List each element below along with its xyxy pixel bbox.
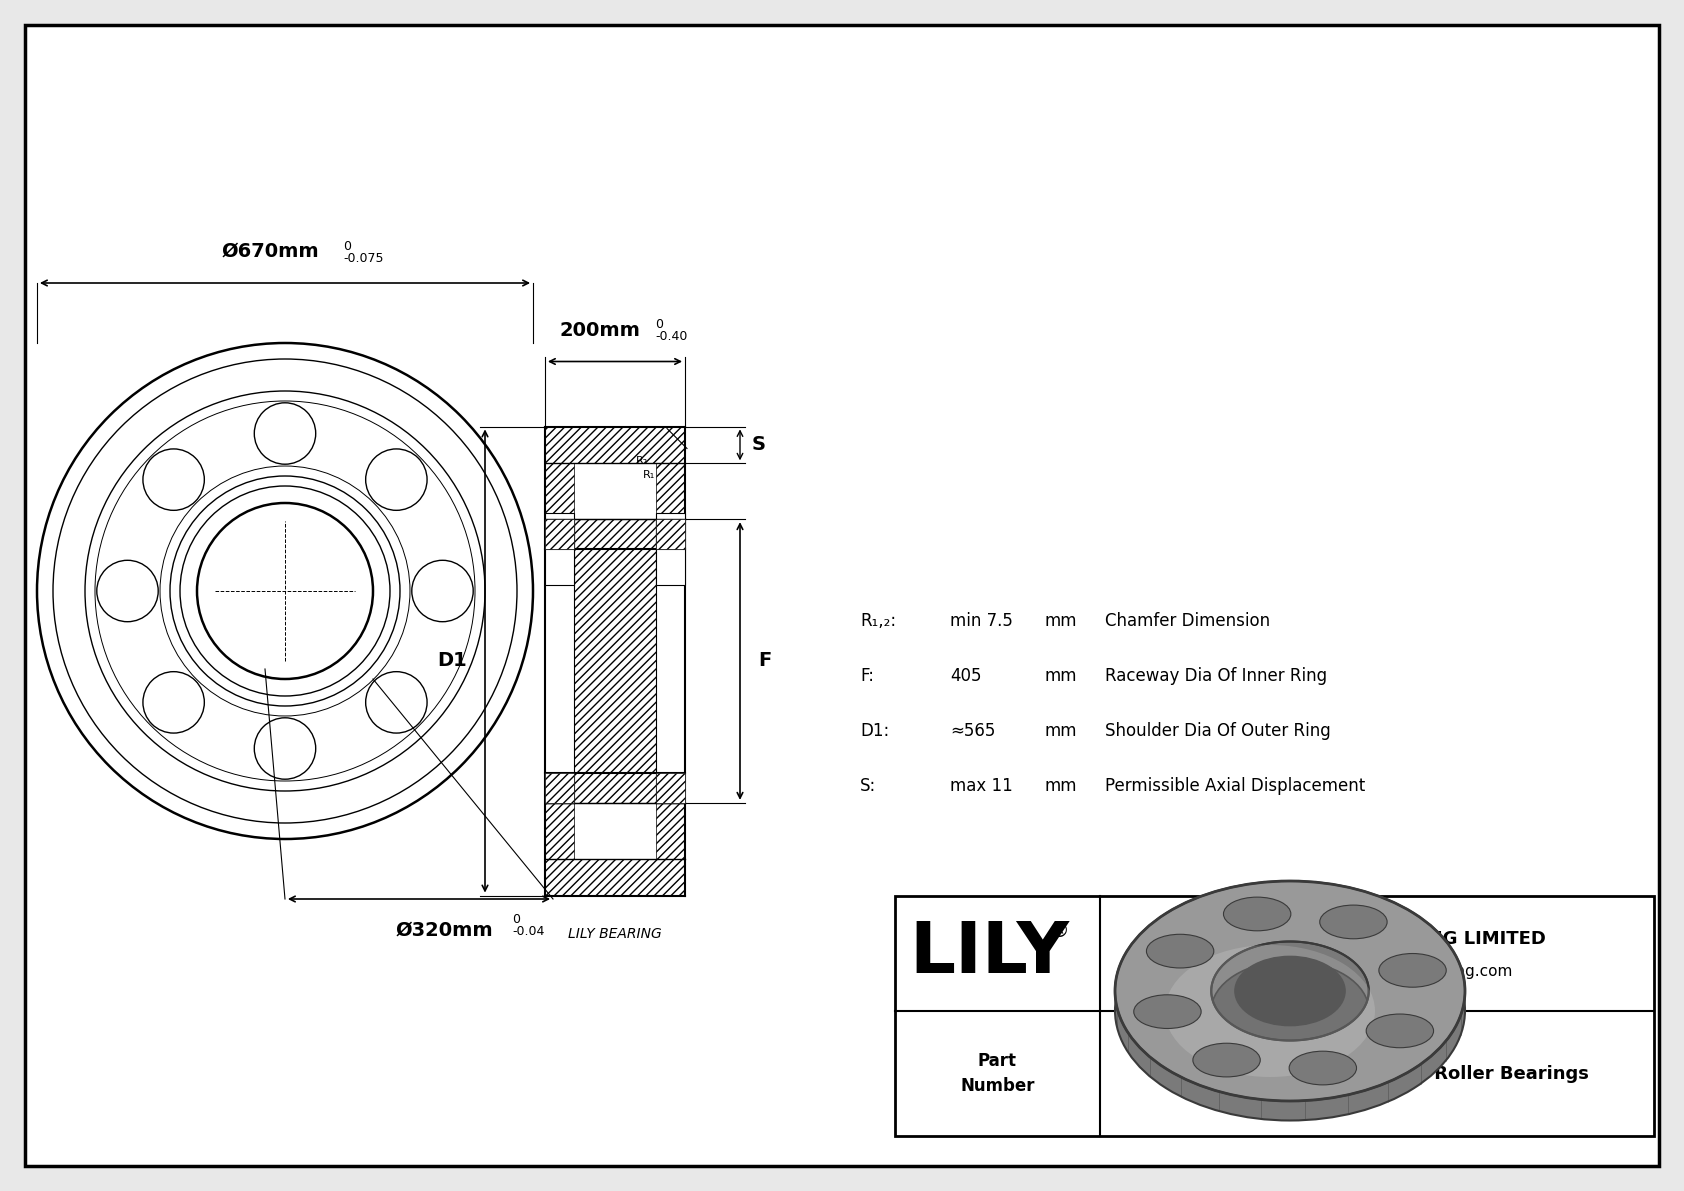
- Text: F: F: [758, 651, 771, 671]
- Text: D1:: D1:: [861, 722, 889, 740]
- Ellipse shape: [1115, 900, 1465, 1121]
- Text: SHANGHAI LILY BEARING LIMITED: SHANGHAI LILY BEARING LIMITED: [1207, 930, 1546, 948]
- Text: R₁: R₁: [643, 470, 655, 480]
- Text: mm: mm: [1046, 612, 1078, 630]
- Ellipse shape: [1147, 934, 1214, 968]
- Text: Ø670mm: Ø670mm: [221, 242, 318, 261]
- Bar: [546, 803, 574, 859]
- Ellipse shape: [1366, 1014, 1433, 1048]
- Text: -0.04: -0.04: [512, 925, 544, 939]
- Bar: [655, 803, 685, 859]
- Bar: [546, 463, 574, 519]
- Ellipse shape: [1224, 897, 1292, 931]
- Text: D1: D1: [438, 651, 466, 671]
- Text: mm: mm: [1046, 722, 1078, 740]
- Ellipse shape: [1320, 905, 1388, 939]
- Text: 200mm: 200mm: [559, 320, 640, 339]
- Text: S:: S:: [861, 777, 876, 796]
- Bar: [655, 773, 685, 803]
- Text: -0.075: -0.075: [344, 252, 384, 266]
- Ellipse shape: [1234, 956, 1346, 1025]
- Bar: [655, 519, 685, 549]
- Text: 405: 405: [950, 667, 982, 685]
- Bar: [894, 896, 1654, 1136]
- Text: mm: mm: [1046, 777, 1078, 796]
- Text: max 11: max 11: [950, 777, 1012, 796]
- Text: S: S: [753, 436, 766, 455]
- Text: LILY: LILY: [909, 919, 1069, 989]
- Bar: [546, 513, 574, 585]
- Text: Shoulder Dia Of Outer Ring: Shoulder Dia Of Outer Ring: [1105, 722, 1330, 740]
- Bar: [546, 519, 574, 549]
- Text: NU 2364 ECMA Cylindrical Roller Bearings: NU 2364 ECMA Cylindrical Roller Bearings: [1165, 1065, 1588, 1083]
- Text: Email: lilybearing@lily-bearing.com: Email: lilybearing@lily-bearing.com: [1241, 964, 1512, 979]
- Bar: [574, 519, 655, 803]
- Text: ®: ®: [1049, 922, 1069, 941]
- Text: R₁,₂:: R₁,₂:: [861, 612, 896, 630]
- Text: F:: F:: [861, 667, 874, 685]
- Text: R₂: R₂: [637, 456, 648, 467]
- Text: LILY BEARING: LILY BEARING: [568, 928, 662, 942]
- Text: Part
Number: Part Number: [960, 1052, 1034, 1095]
- Bar: [655, 463, 685, 519]
- Text: Permissible Axial Displacement: Permissible Axial Displacement: [1105, 777, 1366, 796]
- Text: 0: 0: [655, 318, 663, 331]
- Text: -0.40: -0.40: [655, 330, 687, 343]
- Ellipse shape: [1379, 954, 1447, 987]
- Ellipse shape: [1165, 944, 1376, 1077]
- Ellipse shape: [1290, 1052, 1357, 1085]
- Bar: [546, 773, 574, 803]
- Text: Ø320mm: Ø320mm: [396, 921, 493, 940]
- Ellipse shape: [1133, 994, 1201, 1029]
- Text: Chamfer Dimension: Chamfer Dimension: [1105, 612, 1270, 630]
- Ellipse shape: [1211, 961, 1369, 1060]
- Text: ≈565: ≈565: [950, 722, 995, 740]
- PathPatch shape: [1115, 881, 1465, 1100]
- Bar: [546, 859, 685, 896]
- Text: 0: 0: [512, 913, 520, 925]
- Bar: [655, 513, 685, 585]
- Text: 0: 0: [344, 241, 350, 252]
- Ellipse shape: [1192, 1043, 1260, 1077]
- Text: mm: mm: [1046, 667, 1078, 685]
- Bar: [546, 426, 685, 463]
- Text: Raceway Dia Of Inner Ring: Raceway Dia Of Inner Ring: [1105, 667, 1327, 685]
- Text: min 7.5: min 7.5: [950, 612, 1012, 630]
